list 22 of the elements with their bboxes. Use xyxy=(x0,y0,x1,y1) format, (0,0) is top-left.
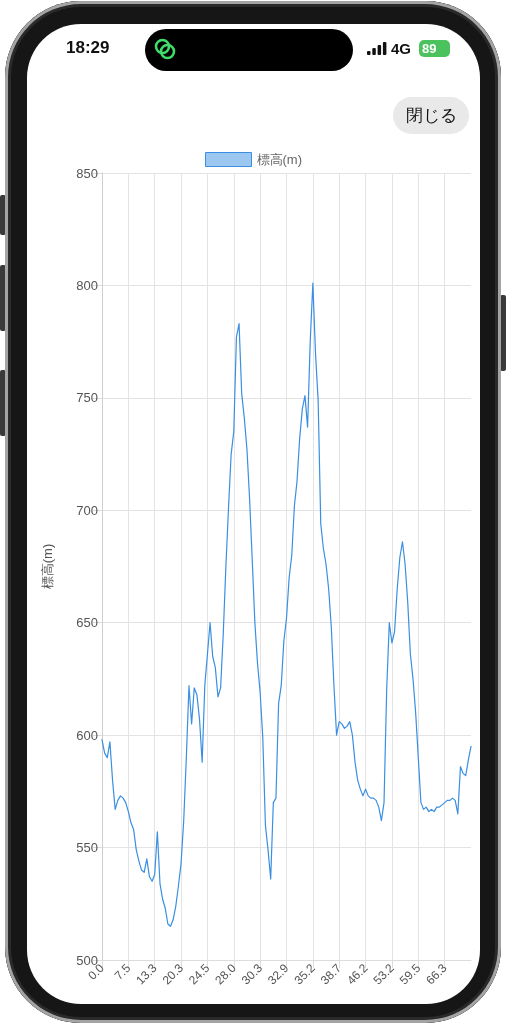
x-tick-label: 30.3 xyxy=(238,960,266,988)
line-series xyxy=(101,282,472,927)
text: 18:29 xyxy=(66,37,110,59)
x-tick-label: 53.2 xyxy=(370,960,398,988)
text: 89 xyxy=(422,40,437,57)
y-tick-label: 600 xyxy=(76,727,98,743)
y-tick-label: 750 xyxy=(76,390,98,406)
y-tick-label: 850 xyxy=(76,165,98,181)
y-tick-label: 800 xyxy=(76,277,98,293)
x-tick-label: 35.2 xyxy=(291,960,319,988)
text: 4G xyxy=(391,39,412,58)
y-tick-label: 550 xyxy=(76,840,98,856)
y-tick-label: 650 xyxy=(76,615,98,631)
x-tick-label: 7.5 xyxy=(111,960,134,983)
close-button[interactable]: 閉じる xyxy=(393,97,469,134)
x-tick-label: 46.2 xyxy=(344,960,371,988)
x-tick-label: 59.5 xyxy=(396,960,424,988)
y-tick-label: 700 xyxy=(76,502,98,518)
y-axis-title: 標高(m) xyxy=(40,543,55,590)
x-tick-label: 32.9 xyxy=(265,960,292,988)
x-tick-label: 66.3 xyxy=(423,960,450,988)
legend-label: 標高(m) xyxy=(256,152,303,167)
